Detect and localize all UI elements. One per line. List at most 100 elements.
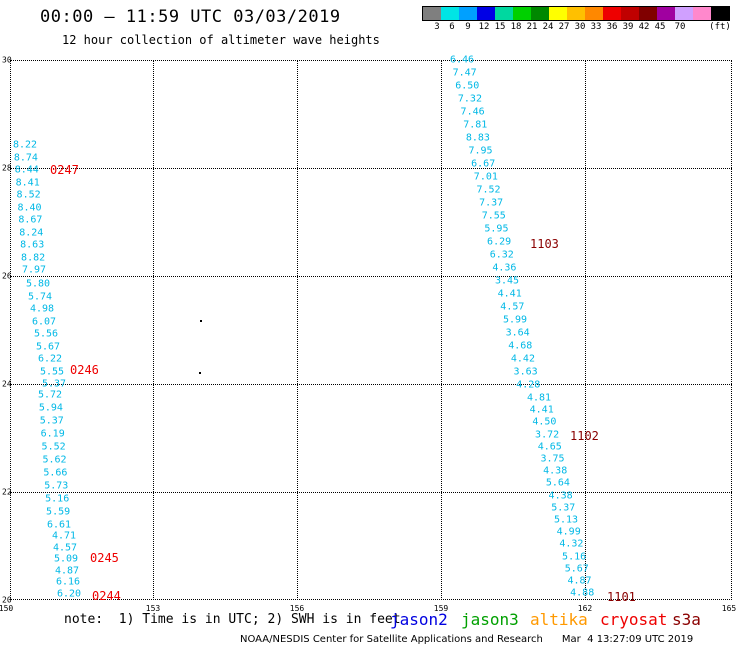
wave-height-value: 5.66 — [43, 467, 68, 479]
legend-swatch — [711, 7, 729, 20]
map-plot-area — [10, 60, 732, 600]
legend-label: 42 — [638, 22, 650, 32]
wave-height-value: 5.59 — [46, 506, 71, 518]
wave-height-value: 5.09 — [53, 553, 79, 565]
longitude-gridline — [585, 60, 586, 600]
wave-height-value: 8.24 — [19, 227, 44, 238]
satellite-name: cryosat — [600, 610, 668, 629]
legend-label: 45 — [654, 22, 666, 32]
wave-height-value: 7.32 — [457, 93, 482, 105]
wave-height-value: 8.82 — [21, 252, 46, 263]
wave-height-value: 5.99 — [502, 314, 528, 326]
pass-time-label: 0245 — [90, 551, 119, 565]
legend-swatch — [459, 7, 477, 20]
legend-label: 15 — [494, 22, 506, 32]
wave-height-value: 6.16 — [55, 576, 81, 588]
wave-height-value: 8.52 — [16, 189, 41, 201]
legend-label: 21 — [526, 22, 538, 32]
legend-label: (ft) — [709, 22, 731, 32]
wave-height-value: 7.46 — [460, 106, 485, 118]
latitude-gridline — [10, 276, 732, 277]
pass-time-label: 1103 — [530, 237, 559, 251]
satellite-name: jason3 — [461, 610, 519, 629]
wave-height-value: 4.87 — [54, 565, 80, 576]
legend-swatch — [423, 7, 441, 20]
latitude-gridline — [10, 384, 732, 385]
wave-height-value: 5.52 — [41, 441, 66, 453]
wave-height-value: 6.07 — [31, 316, 57, 327]
island-marker — [200, 320, 202, 322]
legend-label: 12 — [478, 22, 490, 32]
wave-height-value: 4.99 — [556, 526, 581, 538]
wave-height-value: 7.81 — [463, 119, 488, 131]
legend-swatch — [567, 7, 585, 20]
pass-time-label: 0247 — [50, 163, 79, 177]
latitude-tick-label: 30 — [2, 55, 12, 65]
wave-height-value: 7.01 — [473, 171, 498, 183]
legend-label: 30 — [574, 22, 586, 32]
satellite-name: altika — [530, 610, 588, 629]
longitude-tick-label: 162 — [577, 604, 593, 613]
wave-height-value: 5.67 — [564, 563, 589, 575]
wave-height-value: 5.62 — [42, 454, 67, 466]
wave-height-value: 8.74 — [13, 152, 38, 163]
legend-swatch — [603, 7, 621, 20]
wave-height-value: 4.57 — [500, 301, 525, 313]
wave-height-value: 5.16 — [45, 493, 70, 505]
wave-height-value: 4.38 — [543, 465, 568, 477]
island-marker — [199, 372, 201, 374]
legend-label: 3 — [434, 22, 440, 32]
legend-label: 36 — [606, 22, 618, 32]
wave-height-value: 5.37 — [551, 502, 576, 514]
wave-height-value: 6.22 — [37, 353, 63, 365]
wave-height-value: 6.19 — [40, 428, 65, 440]
longitude-tick-label: 153 — [145, 604, 161, 613]
legend-swatch — [585, 7, 603, 20]
wave-height-value: 8.44 — [14, 164, 39, 176]
legend-swatch — [513, 7, 531, 20]
latitude-gridline — [10, 168, 732, 169]
legend-swatch — [621, 7, 639, 20]
wave-height-value: 5.13 — [553, 514, 579, 526]
wave-height-value: 3.75 — [540, 453, 565, 465]
wave-height-value: 3.64 — [505, 327, 530, 339]
wave-height-value: 6.67 — [471, 158, 496, 170]
wave-height-value: 7.52 — [476, 184, 501, 196]
wave-height-value: 4.28 — [516, 379, 541, 391]
longitude-tick-label: 159 — [433, 604, 449, 613]
pass-time-label: 0244 — [92, 589, 121, 603]
legend-label: 6 — [449, 22, 455, 32]
pass-time-label: 1102 — [570, 429, 599, 443]
wave-height-value: 8.67 — [18, 214, 43, 226]
wave-height-value: 4.71 — [51, 530, 77, 542]
latitude-tick-label: 22 — [2, 487, 12, 497]
wave-height-value: 3.72 — [535, 429, 560, 441]
wave-height-value: 4.41 — [529, 404, 554, 416]
legend-swatch — [531, 7, 549, 20]
legend-swatch — [657, 7, 675, 20]
latitude-tick-label: 28 — [2, 163, 12, 173]
wave-height-value: 6.61 — [46, 519, 72, 531]
wave-height-value: 5.73 — [44, 480, 69, 492]
legend-label: 9 — [465, 22, 471, 32]
wave-height-value: 5.95 — [484, 223, 509, 235]
footer-note: note: 1) Time is in UTC; 2) SWH is in fe… — [64, 612, 401, 627]
wave-height-value: 6.50 — [455, 80, 480, 92]
wave-height-value: 5.80 — [25, 278, 51, 290]
wave-height-value: 4.88 — [570, 587, 595, 599]
wave-height-value: 5.74 — [27, 291, 53, 302]
wave-height-value: 4.41 — [497, 288, 522, 300]
wave-height-value: 6.20 — [56, 588, 82, 599]
latitude-tick-label: 24 — [2, 379, 12, 389]
wave-height-value: 8.22 — [12, 139, 38, 151]
legend-swatch — [693, 7, 711, 20]
wave-height-value: 8.40 — [17, 202, 42, 213]
satellite-name: jason2 — [390, 610, 448, 629]
wave-height-value: 5.64 — [545, 477, 570, 489]
legend-swatch — [675, 7, 693, 20]
legend-swatch — [495, 7, 513, 20]
wave-height-value: 7.37 — [479, 197, 504, 209]
legend-swatch — [549, 7, 567, 20]
pass-time-label: 1101 — [607, 590, 636, 604]
wave-height-value: 5.72 — [37, 389, 63, 401]
